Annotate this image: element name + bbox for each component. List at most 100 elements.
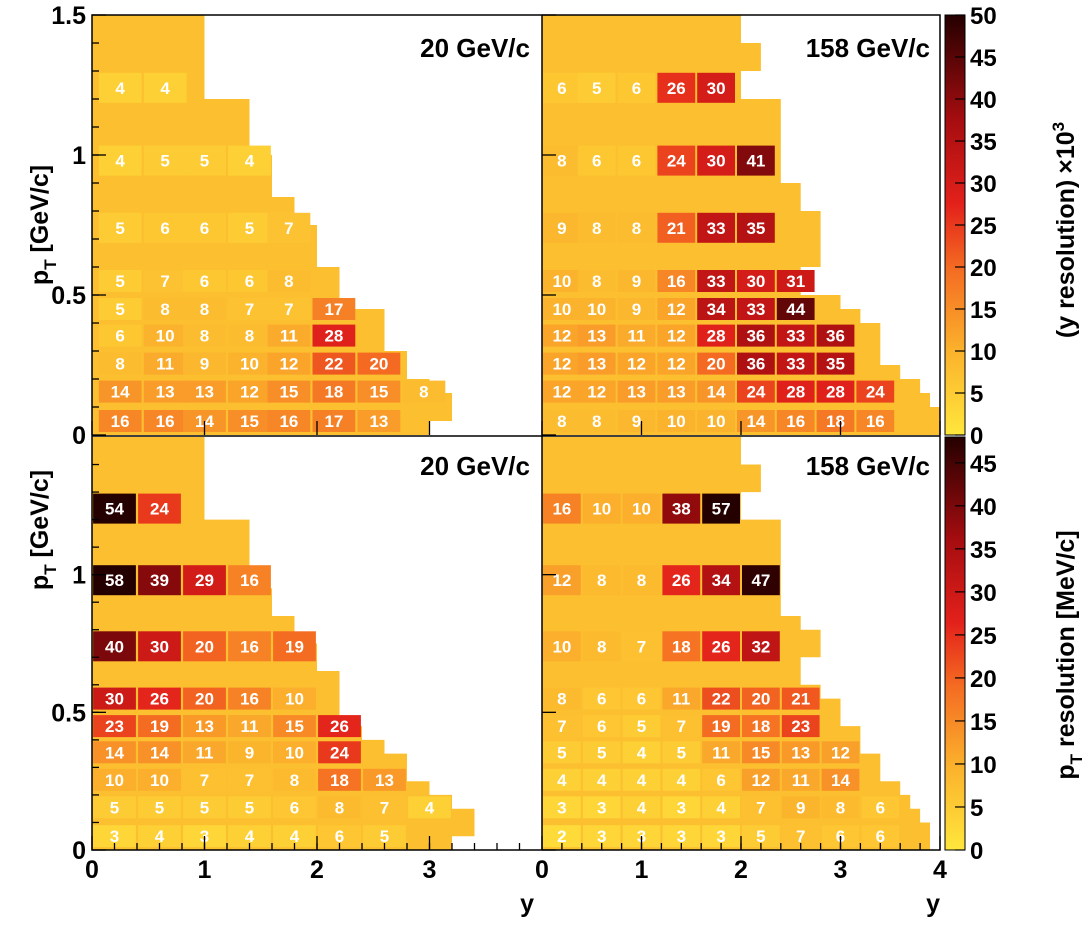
heatmap-cell — [267, 324, 311, 347]
cell-value-label: 13 — [156, 383, 175, 402]
heatmap-cell — [183, 565, 226, 596]
cell-value-label: 12 — [751, 771, 770, 790]
heatmap-cell — [697, 298, 735, 320]
heatmap-cell — [737, 352, 775, 375]
colorbar-label-top-main: (y resolution) — [1052, 180, 1080, 338]
heatmap-cell — [582, 493, 621, 524]
heatmap-cell — [622, 493, 661, 524]
heatmap-cell — [183, 324, 226, 347]
heatmap-cell — [98, 410, 142, 432]
heatmap-cell — [742, 715, 780, 738]
cell-value-label: 12 — [831, 743, 850, 762]
heatmap-cell — [697, 145, 735, 176]
heatmap-cell — [273, 768, 316, 791]
heatmap-cell — [781, 715, 820, 738]
heatmap-cell — [273, 741, 316, 764]
cell-value-label: 7 — [637, 637, 646, 656]
heatmap-cell — [98, 298, 142, 320]
colorbar-label-bottom-rest: resolution [MeV/c] — [1052, 530, 1080, 754]
cell-value-label: 10 — [587, 300, 606, 319]
cell-value-label: 24 — [330, 743, 349, 762]
heatmap-cell — [781, 687, 820, 710]
heatmap-cell — [697, 72, 735, 103]
heatmap-cell — [543, 212, 581, 243]
cell-value-label: 7 — [557, 717, 566, 736]
y-axis-label-bottom-sub: T — [41, 564, 60, 575]
heatmap-cell — [617, 212, 656, 243]
heatmap-cell — [697, 380, 735, 403]
y-tick-label: 0 — [72, 422, 86, 450]
y-axis-label-bottom-main: p — [26, 575, 54, 590]
colorbar-tick-label: 40 — [970, 494, 997, 521]
heatmap-cell — [312, 380, 356, 403]
x-tick-label: 0 — [535, 856, 549, 884]
heatmap-cell — [776, 410, 815, 432]
colorbar-tick-label: 10 — [970, 339, 997, 366]
heatmap-cell — [138, 493, 181, 524]
cell-value-label: 15 — [279, 383, 298, 402]
heatmap-cell — [98, 212, 142, 243]
cell-value-label: 14 — [111, 383, 130, 402]
heatmap-cell — [816, 380, 855, 403]
cell-value-label: 5 — [200, 152, 209, 171]
heatmap-cell — [742, 565, 780, 596]
cell-value-label: 16 — [240, 637, 259, 656]
heatmap-cell — [577, 324, 616, 347]
heatmap-cell — [742, 687, 780, 710]
energy-label-bottom-right: 158 GeV/c — [806, 451, 930, 481]
heatmap-cell — [318, 715, 361, 738]
colorbar-tick-label: 5 — [970, 381, 983, 408]
heatmap-cell — [143, 212, 187, 243]
heatmap-cell — [702, 796, 740, 819]
cell-value-label: 14 — [707, 383, 726, 402]
colorbar-tick-label: 25 — [970, 623, 997, 650]
cell-value-label: 5 — [155, 798, 164, 817]
heatmap-cell — [273, 631, 316, 662]
cell-value-label: 10 — [285, 743, 304, 762]
cell-value-label: 6 — [632, 79, 641, 98]
cell-value-label: 39 — [150, 571, 169, 590]
cell-value-label: 4 — [115, 79, 125, 98]
heatmap-cell — [543, 825, 581, 848]
cell-value-label: 17 — [324, 300, 343, 319]
cell-value-label: 12 — [667, 327, 686, 346]
cell-value-label: 5 — [245, 219, 254, 238]
cell-value-label: 33 — [707, 272, 726, 291]
heatmap-cell — [143, 145, 187, 176]
cell-value-label: 3 — [557, 798, 566, 817]
heatmap-cell — [98, 352, 142, 375]
colorbar-tick-label: 50 — [970, 3, 997, 30]
heatmap-cell — [577, 145, 616, 176]
y-tick-label: 0.5 — [51, 699, 86, 727]
heatmap-cell — [93, 825, 136, 848]
cell-value-label: 14 — [105, 743, 124, 762]
heatmap-cell — [93, 715, 136, 738]
heatmap-cell — [776, 380, 815, 403]
heatmap-cell — [183, 796, 226, 819]
x-tick-label: 3 — [834, 856, 848, 884]
cell-value-label: 35 — [826, 355, 845, 374]
cell-value-label: 7 — [796, 827, 805, 846]
cell-value-label: 11 — [280, 327, 298, 346]
cell-value-label: 12 — [279, 355, 298, 374]
heatmap-cell — [622, 631, 661, 662]
cell-value-label: 11 — [712, 743, 730, 762]
cell-value-label: 33 — [707, 219, 726, 238]
cell-value-label: 10 — [592, 500, 611, 519]
colorbar-label-top: (y resolution) ×103 — [1049, 122, 1080, 338]
heatmap-cell — [183, 768, 226, 791]
cell-value-label: 13 — [375, 771, 394, 790]
heatmap-cell — [742, 825, 780, 848]
panel-top-right-158gev: 6 5 6 26 30 8 6 6 24 30 41 9 8 8 21 33 35 10 8 9 16 33 30 31 10 1… — [542, 15, 940, 435]
cell-value-label: 21 — [667, 219, 686, 238]
cell-value-label: 8 — [557, 690, 566, 709]
heatmap-cell — [577, 298, 616, 320]
y-axis-label-top-main: p — [26, 270, 54, 285]
cell-value-label: 16 — [111, 412, 130, 431]
heatmap-cell — [617, 298, 656, 320]
heatmap-cell — [138, 741, 181, 764]
cell-value-label: 6 — [597, 717, 606, 736]
cell-value-label: 54 — [105, 500, 124, 519]
cell-value-label: 12 — [627, 355, 646, 374]
